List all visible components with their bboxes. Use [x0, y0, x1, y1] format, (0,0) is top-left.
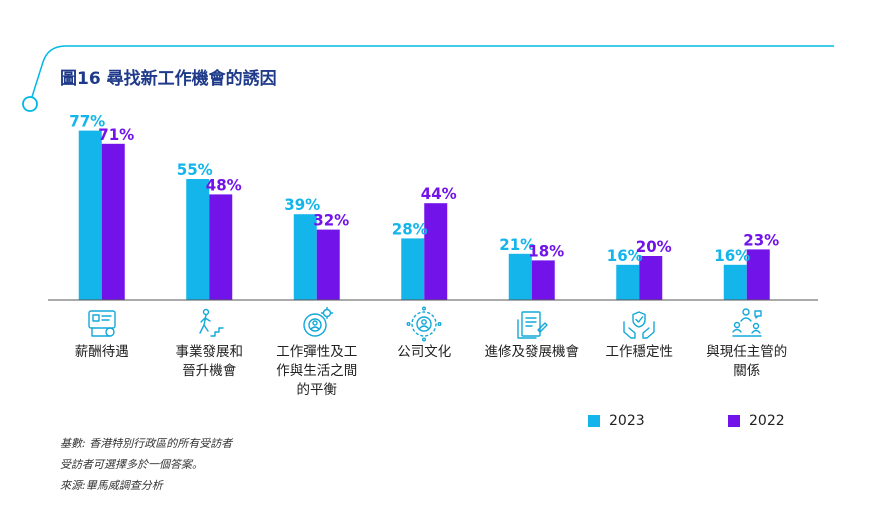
category-label-2: 事業發展和 晉升機會 [154, 343, 264, 381]
frame-circle [22, 96, 38, 112]
value-label-2023-4: 28% [392, 219, 428, 238]
bar-2023-3 [293, 214, 317, 300]
category-label-1: 薪酬待遇 [47, 343, 157, 362]
legend-item-2022: 2022 [728, 413, 785, 429]
category-label-1-line-1: 薪酬待遇 [74, 344, 129, 360]
bar-2022-3 [316, 229, 340, 300]
manager-relationship-icon [729, 306, 765, 342]
value-label-2022-7: 23% [743, 230, 779, 249]
frame-line [30, 45, 834, 101]
bar-2023-1 [78, 130, 102, 300]
bar-2023-7 [723, 264, 747, 300]
salary-icon [84, 306, 120, 342]
career-stairs-icon [191, 306, 227, 342]
bar-2022-1 [101, 143, 125, 300]
chart-title: 圖16 尋找新工作機會的誘因 [60, 69, 277, 89]
legend-item-2023: 2023 [588, 413, 645, 429]
category-label-3-line-3: 的平衡 [296, 382, 338, 398]
category-label-2-line-1: 事業發展和 [175, 344, 244, 360]
bar-2023-2 [186, 179, 210, 300]
category-label-4: 公司文化 [369, 343, 479, 362]
value-label-2023-6: 16% [607, 246, 643, 265]
value-label-2023-1: 77% [69, 112, 105, 131]
bar-2022-7 [746, 249, 770, 300]
value-label-2022-2: 48% [206, 175, 242, 194]
bar-2023-5 [508, 253, 532, 300]
category-label-7-line-1: 與現任主管的 [706, 344, 788, 360]
category-label-3: 工作彈性及工 作與生活之間 的平衡 [262, 343, 372, 400]
value-label-2023-2: 55% [177, 160, 213, 179]
footnote-source: 來源:畢馬威調查分析 [60, 479, 163, 492]
bar-2022-2 [209, 194, 233, 300]
footnotes: 基數: 香港特別行政區的所有受訪者 受訪者可選擇多於一個答案。 來源:畢馬威調查… [60, 433, 232, 496]
bar-2023-6 [616, 264, 640, 300]
stability-hands-icon [621, 306, 657, 342]
bar-2022-6 [639, 256, 663, 300]
value-label-2022-4: 44% [421, 184, 457, 203]
legend-swatch-2022 [728, 415, 740, 427]
category-label-7-line-2: 關係 [733, 363, 761, 379]
category-label-7: 與現任主管的 關係 [692, 343, 802, 381]
category-label-4-line-1: 公司文化 [397, 344, 452, 360]
value-label-2023-5: 21% [499, 235, 535, 254]
value-label-2022-6: 20% [636, 237, 672, 256]
value-label-2022-5: 18% [528, 241, 564, 260]
legend-label-2022: 2022 [749, 413, 785, 429]
bar-2023-4 [401, 238, 425, 300]
category-label-6: 工作穩定性 [584, 343, 694, 362]
value-label-2022-3: 32% [313, 211, 349, 230]
bar-2022-4 [424, 203, 448, 300]
company-culture-icon [406, 306, 442, 342]
category-label-3-line-1: 工作彈性及工 [276, 344, 358, 360]
footnote-base: 基數: 香港特別行政區的所有受訪者 [60, 437, 233, 450]
category-label-3-line-2: 作與生活之間 [276, 363, 358, 379]
category-label-5: 進修及發展機會 [477, 343, 587, 362]
work-life-gear-icon [299, 306, 335, 342]
category-label-2-line-2: 晉升機會 [182, 363, 237, 379]
value-label-2023-3: 39% [284, 195, 320, 214]
value-labels-layer: 77%71%55%48%39%32% 28%44%21%18% 16%20% 16%2… [69, 112, 779, 265]
legend-label-2023: 2023 [609, 413, 645, 429]
bars-layer [78, 130, 770, 300]
legend-swatch-2023 [588, 415, 600, 427]
category-label-5-line-1: 進修及發展機會 [484, 344, 580, 360]
bar-2022-5 [531, 260, 555, 300]
value-label-2022-1: 71% [98, 125, 134, 144]
value-label-2023-7: 16% [714, 246, 750, 265]
footnote-multiple-answers: 受訪者可選擇多於一個答案。 [60, 458, 203, 471]
training-document-icon [514, 306, 550, 342]
category-label-6-line-1: 工作穩定性 [605, 344, 674, 360]
